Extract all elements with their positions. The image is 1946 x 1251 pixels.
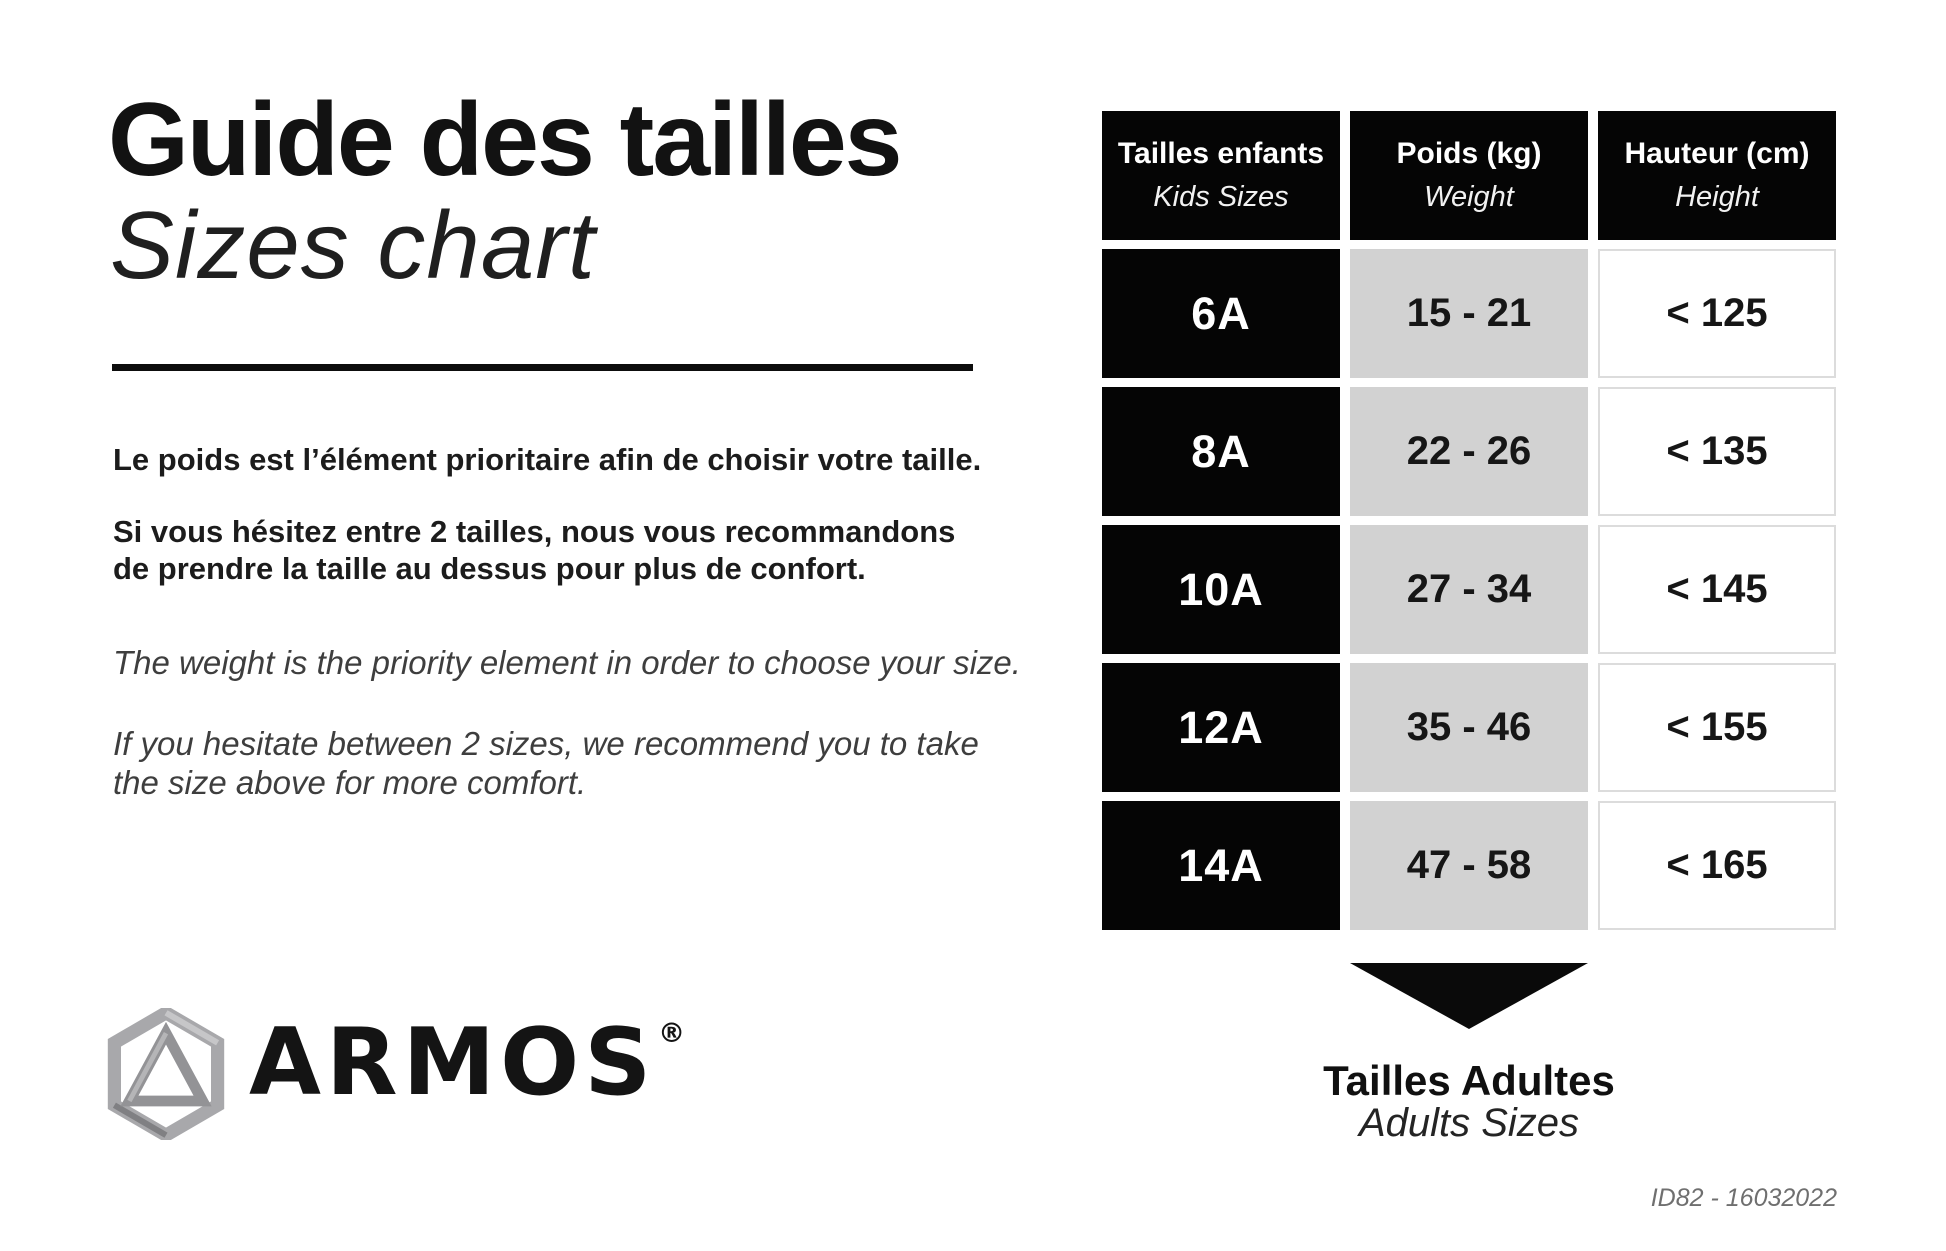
note-english-priority: The weight is the priority element in or… bbox=[113, 643, 1021, 682]
column-header-label-fr: Hauteur (cm) bbox=[1624, 137, 1810, 170]
note-line: Si vous hésitez entre 2 tailles, nous vo… bbox=[113, 514, 956, 549]
column-header-label-en: Weight bbox=[1424, 181, 1514, 213]
size-cell: 14A bbox=[1102, 801, 1340, 930]
size-cell: 6A bbox=[1102, 249, 1340, 378]
page-title-french: Guide des tailles bbox=[108, 82, 903, 198]
size-cell: 8A bbox=[1102, 387, 1340, 516]
height-cell: < 155 bbox=[1598, 663, 1836, 792]
weight-cell: 22 - 26 bbox=[1350, 387, 1588, 516]
brand-wordmark: ARMOS ® bbox=[249, 1016, 685, 1109]
brand-name: ARMOS bbox=[249, 1008, 657, 1116]
weight-cell: 27 - 34 bbox=[1350, 525, 1588, 654]
note-french-priority: Le poids est l’élément prioritaire afin … bbox=[113, 441, 981, 478]
document-id: ID82 - 16032022 bbox=[1650, 1184, 1837, 1212]
weight-cell: 47 - 58 bbox=[1350, 801, 1588, 930]
note-line: de prendre la taille au dessus pour plus… bbox=[113, 551, 866, 586]
column-header-height: Hauteur (cm) Height bbox=[1598, 111, 1836, 240]
height-cell: < 165 bbox=[1598, 801, 1836, 930]
height-cell: < 135 bbox=[1598, 387, 1836, 516]
note-french-hesitate: Si vous hésitez entre 2 tailles, nous vo… bbox=[113, 513, 955, 587]
height-cell: < 145 bbox=[1598, 525, 1836, 654]
note-line: Le poids est l’élément prioritaire afin … bbox=[113, 442, 982, 477]
note-line: The weight is the priority element in or… bbox=[113, 644, 1021, 681]
note-line: If you hesitate between 2 sizes, we reco… bbox=[113, 725, 979, 762]
weight-cell: 15 - 21 bbox=[1350, 249, 1588, 378]
down-arrow-icon bbox=[1350, 963, 1588, 1029]
column-header-weight: Poids (kg) Weight bbox=[1350, 111, 1588, 240]
armos-hexagon-emblem-icon bbox=[105, 1008, 227, 1140]
column-header-kids-sizes: Tailles enfants Kids Sizes bbox=[1102, 111, 1340, 240]
kids-size-table: Tailles enfants Kids Sizes Poids (kg) We… bbox=[1102, 111, 1836, 930]
note-english-hesitate: If you hesitate between 2 sizes, we reco… bbox=[113, 724, 979, 802]
column-header-label-en: Kids Sizes bbox=[1153, 181, 1289, 213]
height-cell: < 125 bbox=[1598, 249, 1836, 378]
column-header-label-fr: Poids (kg) bbox=[1396, 137, 1542, 170]
adults-sizes-label-en: Adults Sizes bbox=[1358, 1101, 1580, 1145]
brand-logo: ARMOS ® bbox=[105, 1008, 685, 1140]
column-header-label-fr: Tailles enfants bbox=[1117, 137, 1325, 170]
size-cell: 12A bbox=[1102, 663, 1340, 792]
weight-cell: 35 - 46 bbox=[1350, 663, 1588, 792]
adults-sizes-label-fr: Tailles Adultes bbox=[1323, 1057, 1615, 1104]
title-divider bbox=[112, 364, 973, 371]
registered-trademark: ® bbox=[658, 1018, 686, 1049]
column-header-label-en: Height bbox=[1675, 181, 1759, 213]
page-title-english: Sizes chart bbox=[110, 192, 596, 299]
size-cell: 10A bbox=[1102, 525, 1340, 654]
note-line: the size above for more comfort. bbox=[113, 764, 587, 801]
